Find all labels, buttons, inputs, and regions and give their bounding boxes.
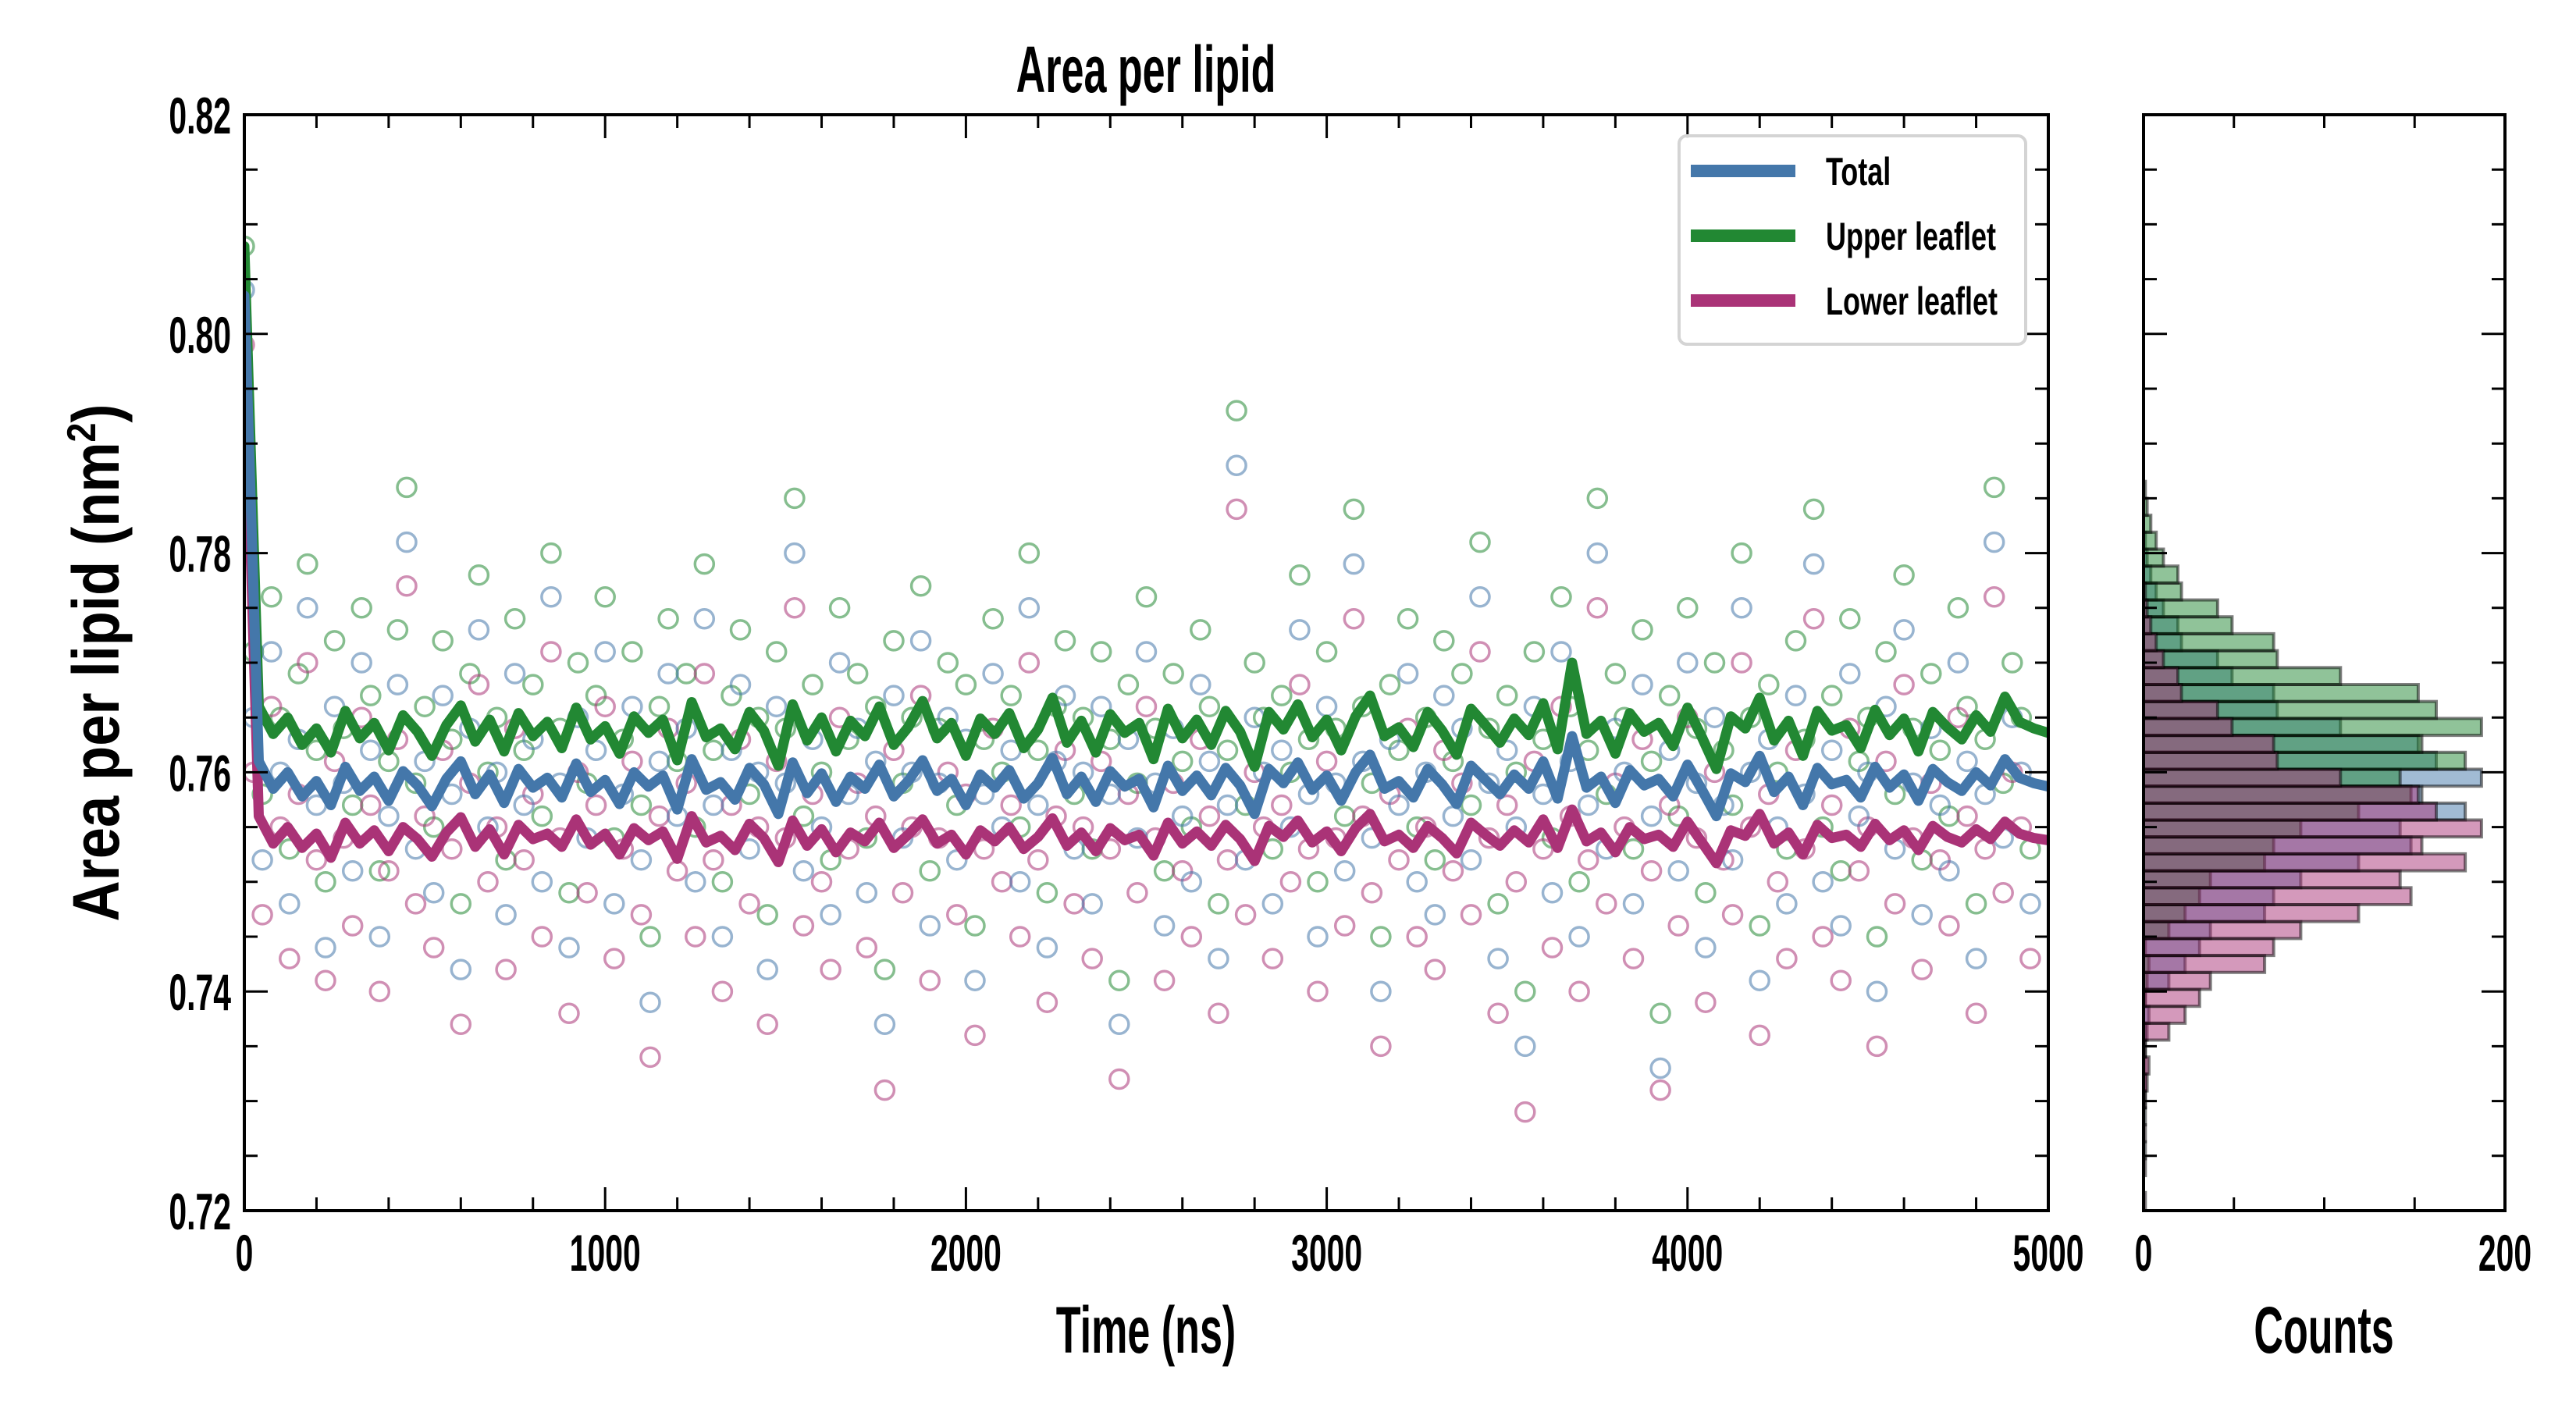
histogram-bar-lower-leaflet <box>2144 955 2265 973</box>
y-axis-title-main: Area per lipid (nm <box>59 442 133 921</box>
histogram-bar-lower-leaflet <box>2144 752 2277 770</box>
histogram-axes <box>2144 115 2505 1211</box>
hist-x-tick-label: 0 <box>2135 1224 2153 1282</box>
histogram-bar-lower-leaflet <box>2144 938 2274 955</box>
histogram-bar-lower-leaflet <box>2144 820 2482 838</box>
histogram-bar-lower-leaflet <box>2144 1006 2185 1023</box>
chart-title: Area per lipid <box>1016 33 1276 106</box>
histogram-bar-lower-leaflet <box>2144 1023 2169 1040</box>
hist-x-tick-label: 200 <box>2478 1224 2532 1282</box>
x-tick-label: 3000 <box>1291 1224 1362 1282</box>
x-tick-label: 5000 <box>2012 1224 2083 1282</box>
x-tick-label: 4000 <box>1652 1224 1723 1282</box>
histogram-bar-lower-leaflet <box>2144 735 2274 752</box>
histogram-bar-lower-leaflet <box>2144 770 2340 787</box>
y-axis-title-suffix: ) <box>59 404 133 423</box>
y-tick-label: 0.76 <box>169 744 231 802</box>
histogram-bar-lower-leaflet <box>2144 854 2465 871</box>
histogram-bar-upper-leaflet <box>2144 550 2164 567</box>
histogram-bar-lower-leaflet <box>2144 667 2178 685</box>
y-tick-label: 0.78 <box>169 525 231 584</box>
y-axis-title: Area per lipid (nm2) <box>59 404 133 922</box>
histogram-x-axis-title: Counts <box>2254 1293 2393 1367</box>
legend: Total Upper leaflet Lower leaflet <box>1679 136 2026 344</box>
legend-label-total: Total <box>1826 151 1891 194</box>
histogram-bar-upper-leaflet <box>2144 617 2232 634</box>
y-tick-label: 0.72 <box>169 1183 231 1241</box>
histogram-bar-lower-leaflet <box>2144 905 2359 922</box>
histogram-bar-lower-leaflet <box>2144 685 2182 702</box>
y-axis-title-superscript: 2 <box>59 423 105 443</box>
legend-label-upper-leaflet: Upper leaflet <box>1826 215 1996 258</box>
histogram-bar-lower-leaflet <box>2144 702 2218 719</box>
main-x-tick-labels: 0 1000 2000 3000 4000 5000 <box>236 1224 2084 1282</box>
x-axis-title: Time (ns) <box>1056 1293 1236 1367</box>
histogram-bar-upper-leaflet <box>2144 566 2178 583</box>
histogram-bar-lower-leaflet <box>2144 718 2232 735</box>
histogram-bar-lower-leaflet <box>2144 973 2211 990</box>
histogram-bar-lower-leaflet <box>2144 871 2400 888</box>
x-tick-label: 1000 <box>570 1224 641 1282</box>
histogram-bar-lower-leaflet <box>2144 634 2156 651</box>
y-tick-label: 0.80 <box>169 306 231 365</box>
histogram-bar-lower-leaflet <box>2144 922 2300 939</box>
histogram-bar-lower-leaflet <box>2144 803 2436 820</box>
histogram-x-tick-labels: 0 200 <box>2135 1224 2532 1282</box>
histogram-bar-lower-leaflet <box>2144 651 2164 668</box>
histogram-bar-lower-leaflet <box>2144 887 2411 905</box>
legend-label-lower-leaflet: Lower leaflet <box>1826 280 1998 323</box>
histogram-bar-upper-leaflet <box>2144 634 2274 651</box>
histogram-bar-upper-leaflet <box>2144 583 2182 600</box>
histogram-bar-lower-leaflet <box>2144 837 2422 854</box>
x-tick-label: 2000 <box>930 1224 1002 1282</box>
histogram-bar-upper-leaflet <box>2144 532 2156 550</box>
histogram-bar-upper-leaflet <box>2144 685 2418 702</box>
main-y-tick-labels: 0.72 0.74 0.76 0.78 0.80 0.82 <box>169 87 231 1241</box>
histogram-bar-lower-leaflet <box>2144 786 2418 803</box>
x-tick-label: 0 <box>236 1224 254 1282</box>
y-tick-label: 0.82 <box>169 87 231 145</box>
y-tick-label: 0.74 <box>169 963 231 1022</box>
